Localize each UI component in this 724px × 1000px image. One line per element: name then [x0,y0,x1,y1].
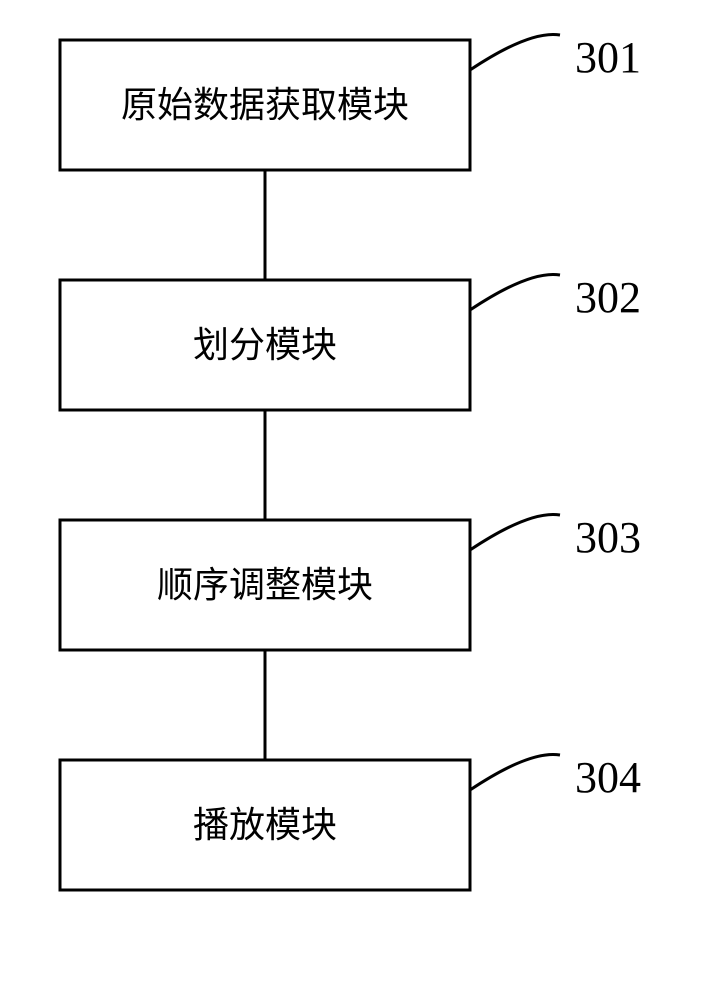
module-label-n2: 划分模块 [193,325,337,365]
reference-number-n2: 302 [575,273,641,322]
leader-line-n1 [470,34,560,70]
leader-line-n2 [470,274,560,310]
reference-number-n4: 304 [575,753,641,802]
flowchart-diagram: 原始数据获取模块 301 划分模块 302 顺序调整模块 303 播放模块 304 [0,0,724,1000]
reference-number-n3: 303 [575,513,641,562]
module-label-n1: 原始数据获取模块 [121,85,409,125]
reference-number-n1: 301 [575,33,641,82]
leader-line-n3 [470,514,560,550]
leader-line-n4 [470,754,560,790]
module-label-n4: 播放模块 [193,805,337,845]
module-label-n3: 顺序调整模块 [157,565,373,605]
